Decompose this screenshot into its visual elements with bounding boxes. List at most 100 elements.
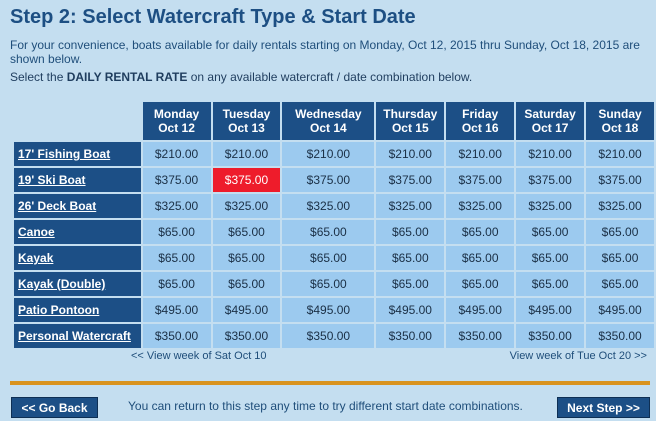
rate-cell[interactable]: $350.00 [376, 324, 445, 348]
boat-name-cell: Patio Pontoon [14, 298, 141, 322]
rate-cell[interactable]: $325.00 [446, 194, 515, 218]
rate-cell[interactable]: $210.00 [376, 142, 445, 166]
boat-name-link[interactable]: Personal Watercraft [18, 329, 131, 343]
table-row: 17' Fishing Boat $210.00 $210.00 $210.00 $21… [14, 142, 654, 166]
rental-rates-table: Monday Oct 12 Tuesday Oct 13 Wednesday Oct … [12, 100, 656, 350]
rate-cell-selected[interactable]: $375.00 [212, 168, 281, 192]
rate-cell[interactable]: $325.00 [282, 194, 375, 218]
rate-cell[interactable]: $65.00 [142, 220, 211, 244]
rate-cell[interactable]: $495.00 [446, 298, 515, 322]
rate-cell[interactable]: $375.00 [142, 168, 211, 192]
rate-cell[interactable]: $495.00 [212, 298, 281, 322]
corner-cell [14, 102, 141, 140]
rate-cell[interactable]: $65.00 [212, 272, 281, 296]
divider [10, 381, 650, 385]
rate-cell[interactable]: $65.00 [376, 246, 445, 270]
rate-cell[interactable]: $375.00 [376, 168, 445, 192]
rate-cell[interactable]: $210.00 [446, 142, 515, 166]
table-row: Kayak $65.00 $65.00 $65.00 $65.00 $65.00 $65.0… [14, 246, 654, 270]
instruction-suffix: on any available watercraft / date combi… [187, 70, 473, 84]
table-row: 19' Ski Boat $375.00 $375.00 $375.00 $375.00… [14, 168, 654, 192]
boat-name-link[interactable]: Patio Pontoon [18, 303, 100, 317]
day-header: Saturday Oct 17 [516, 102, 585, 140]
rate-cell[interactable]: $210.00 [282, 142, 375, 166]
rate-cell[interactable]: $495.00 [142, 298, 211, 322]
rate-cell[interactable]: $65.00 [586, 272, 654, 296]
instruction-prefix: Select the [10, 70, 67, 84]
rate-cell[interactable]: $350.00 [586, 324, 654, 348]
boat-name-link[interactable]: 26' Deck Boat [18, 199, 97, 213]
boat-name-link[interactable]: Canoe [18, 225, 55, 239]
day-header: Sunday Oct 18 [586, 102, 654, 140]
day-header: Thursday Oct 15 [376, 102, 445, 140]
next-step-button[interactable]: Next Step >> [557, 397, 650, 418]
instruction-bold: DAILY RENTAL RATE [66, 70, 188, 84]
rate-cell[interactable]: $325.00 [376, 194, 445, 218]
rate-cell[interactable]: $65.00 [282, 246, 375, 270]
next-week-link[interactable]: View week of Tue Oct 20 >> [509, 350, 647, 362]
rate-cell[interactable]: $65.00 [516, 272, 585, 296]
instruction-text: Select the DAILY RENTAL RATE on any avai… [10, 70, 472, 84]
rate-cell[interactable]: $210.00 [142, 142, 211, 166]
boat-name-link[interactable]: 17' Fishing Boat [18, 147, 111, 161]
rate-cell[interactable]: $375.00 [516, 168, 585, 192]
boat-name-cell: 17' Fishing Boat [14, 142, 141, 166]
boat-name-cell: Personal Watercraft [14, 324, 141, 348]
rate-cell[interactable]: $65.00 [142, 272, 211, 296]
day-header: Monday Oct 12 [142, 102, 211, 140]
rate-cell[interactable]: $325.00 [142, 194, 211, 218]
rate-cell[interactable]: $495.00 [282, 298, 375, 322]
rate-cell[interactable]: $65.00 [586, 220, 654, 244]
table-row: Kayak (Double) $65.00 $65.00 $65.00 $65.00 $6… [14, 272, 654, 296]
rate-cell[interactable]: $350.00 [446, 324, 515, 348]
rate-cell[interactable]: $65.00 [586, 246, 654, 270]
rate-cell[interactable]: $65.00 [212, 220, 281, 244]
rate-cell[interactable]: $495.00 [516, 298, 585, 322]
rate-cell[interactable]: $350.00 [282, 324, 375, 348]
boat-name-link[interactable]: Kayak [18, 251, 54, 265]
boat-name-cell: Kayak (Double) [14, 272, 141, 296]
rate-cell[interactable]: $65.00 [446, 220, 515, 244]
rate-cell[interactable]: $65.00 [282, 272, 375, 296]
boat-name-cell: 26' Deck Boat [14, 194, 141, 218]
rate-cell[interactable]: $350.00 [142, 324, 211, 348]
rate-cell[interactable]: $210.00 [516, 142, 585, 166]
rate-cell[interactable]: $375.00 [282, 168, 375, 192]
rate-cell[interactable]: $65.00 [212, 246, 281, 270]
boat-name-cell: Kayak [14, 246, 141, 270]
rate-cell[interactable]: $65.00 [282, 220, 375, 244]
day-header: Tuesday Oct 13 [212, 102, 281, 140]
intro-text: For your convenience, boats available fo… [10, 38, 640, 66]
rate-cell[interactable]: $210.00 [212, 142, 281, 166]
prev-week-link[interactable]: << View week of Sat Oct 10 [131, 350, 267, 362]
rate-cell[interactable]: $65.00 [516, 220, 585, 244]
rate-cell[interactable]: $325.00 [516, 194, 585, 218]
rate-cell[interactable]: $65.00 [142, 246, 211, 270]
boat-name-link[interactable]: 19' Ski Boat [18, 173, 86, 187]
rate-cell[interactable]: $65.00 [516, 246, 585, 270]
header-row: Monday Oct 12 Tuesday Oct 13 Wednesday Oct … [14, 102, 654, 140]
rate-cell[interactable]: $325.00 [586, 194, 654, 218]
rate-cell[interactable]: $375.00 [446, 168, 515, 192]
rate-cell[interactable]: $495.00 [376, 298, 445, 322]
table-row: Personal Watercraft $350.00 $350.00 $350.00… [14, 324, 654, 348]
boat-name-cell: 19' Ski Boat [14, 168, 141, 192]
rate-cell[interactable]: $65.00 [376, 272, 445, 296]
table-row: Canoe $65.00 $65.00 $65.00 $65.00 $65.00 $65.0… [14, 220, 654, 244]
rate-cell[interactable]: $375.00 [586, 168, 654, 192]
boat-name-link[interactable]: Kayak (Double) [18, 277, 106, 291]
rate-cell[interactable]: $325.00 [212, 194, 281, 218]
rate-cell[interactable]: $495.00 [586, 298, 654, 322]
rate-cell[interactable]: $350.00 [212, 324, 281, 348]
day-header: Wednesday Oct 14 [282, 102, 375, 140]
rate-cell[interactable]: $65.00 [376, 220, 445, 244]
rate-cell[interactable]: $210.00 [586, 142, 654, 166]
day-header: Friday Oct 16 [446, 102, 515, 140]
rate-cell[interactable]: $350.00 [516, 324, 585, 348]
page-title: Step 2: Select Watercraft Type & Start D… [10, 6, 416, 28]
table-row: 26' Deck Boat $325.00 $325.00 $325.00 $325.0… [14, 194, 654, 218]
rate-cell[interactable]: $65.00 [446, 272, 515, 296]
go-back-button[interactable]: << Go Back [11, 397, 98, 418]
footer-note: You can return to this step any time to … [128, 399, 523, 413]
rate-cell[interactable]: $65.00 [446, 246, 515, 270]
